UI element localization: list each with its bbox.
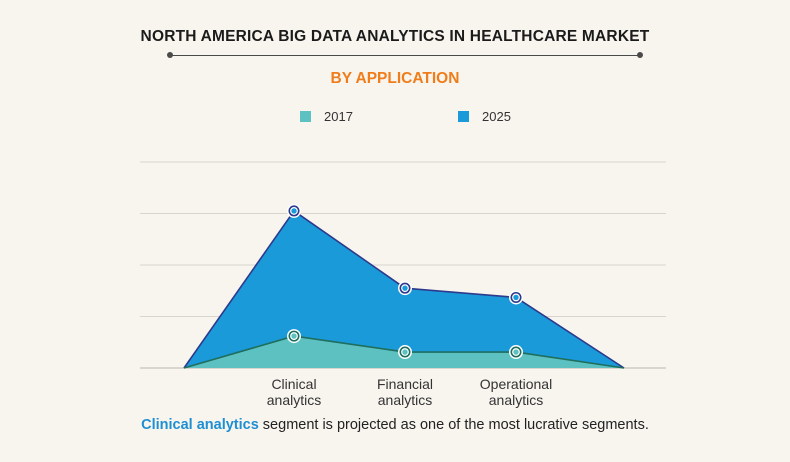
x-tick-label-line: analytics [377,392,433,408]
title-divider [167,51,643,58]
chart-title: NORTH AMERICA BIG DATA ANALYTICS IN HEAL… [140,28,650,45]
x-tick-label: Financial analytics [350,376,460,408]
divider-dot-right [637,51,643,58]
series-2025-point-inner [512,293,520,302]
footer-note: Clinical analytics segment is projected … [0,417,790,433]
footer-highlight: Clinical analytics [141,417,259,433]
x-tick-label-line: Clinical [271,376,317,392]
series-2017-point-inner [512,348,520,356]
legend-item-2025: 2025 [458,108,511,124]
series-2017-point-inner [401,348,409,356]
legend-swatch-2017 [300,110,311,122]
legend-item-2017: 2017 [300,108,353,124]
series-2025-point-inner [401,284,409,293]
x-tick-label-line: Financial [376,376,434,392]
legend-swatch-2025 [458,110,469,122]
legend-label-2017: 2017 [324,108,353,124]
series-2017-point-inner [290,332,298,340]
series-2025-point-inner [290,207,298,215]
x-tick-label-line: analytics [266,392,322,408]
legend-label-2025: 2025 [482,108,511,124]
x-tick-label: Clinical analytics [239,376,349,408]
chart-subtitle: BY APPLICATION [330,70,460,87]
divider-dot-left [167,51,173,58]
x-tick-label-line: analytics [488,392,544,408]
x-tick-label: Operational analytics [461,376,571,408]
x-tick-label-line: Operational [479,376,553,392]
footer-text: segment is projected as one of the most … [258,417,649,433]
